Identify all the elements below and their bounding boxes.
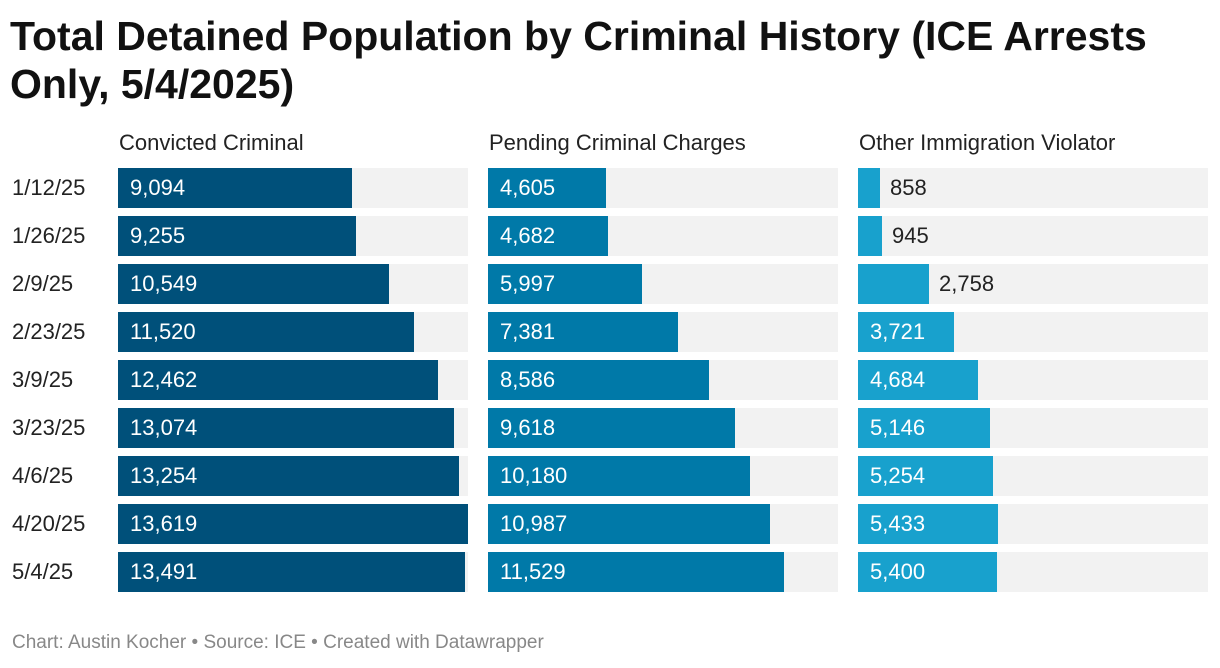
bar-track: 9,618 xyxy=(488,408,838,448)
bar xyxy=(488,504,770,544)
bar xyxy=(488,360,709,400)
bar xyxy=(488,216,608,256)
bar-track: 3,721 xyxy=(858,312,1208,352)
bar xyxy=(118,552,465,592)
row-label: 4/6/25 xyxy=(12,463,74,488)
bar-track: 5,146 xyxy=(858,408,1208,448)
bar-track: 5,254 xyxy=(858,456,1208,496)
bar-track: 11,529 xyxy=(488,552,838,592)
bar-value-label: 4,605 xyxy=(500,175,556,200)
bar xyxy=(488,168,606,208)
bar-value-label: 4,682 xyxy=(500,223,556,248)
bar-value-label: 9,255 xyxy=(130,223,186,248)
bar-track: 13,074 xyxy=(118,408,468,448)
bar-track: 12,462 xyxy=(118,360,468,400)
bar-track: 5,400 xyxy=(858,552,1208,592)
bar xyxy=(488,264,642,304)
bar-track: 13,491 xyxy=(118,552,468,592)
bar-track: 2,758 xyxy=(858,264,1208,304)
bar-track: 10,180 xyxy=(488,456,838,496)
bar-track: 8,586 xyxy=(488,360,838,400)
bar-value-label: 2,758 xyxy=(939,271,995,296)
bar-track: 945 xyxy=(858,216,1208,256)
bar xyxy=(488,312,678,352)
bar-track: 4,605 xyxy=(488,168,838,208)
bar-value-label: 945 xyxy=(892,223,929,248)
bar-value-label: 3,721 xyxy=(870,319,926,344)
bar-value-label: 858 xyxy=(890,175,927,200)
bar-track: 4,682 xyxy=(488,216,838,256)
bar-track: 5,997 xyxy=(488,264,838,304)
bar xyxy=(858,504,998,544)
bar-track: 10,987 xyxy=(488,504,838,544)
row-label: 1/12/25 xyxy=(12,175,86,200)
bar xyxy=(488,552,784,592)
bar-value-label: 5,254 xyxy=(870,463,926,488)
bar-value-label: 5,400 xyxy=(870,559,926,584)
panel-title: Other Immigration Violator xyxy=(859,130,1116,155)
bar-value-label: 7,381 xyxy=(500,319,556,344)
bar xyxy=(118,456,459,496)
bar-value-label: 13,619 xyxy=(130,511,198,536)
panel-title: Pending Criminal Charges xyxy=(489,130,746,155)
row-label: 3/23/25 xyxy=(12,415,86,440)
bar-value-label: 12,462 xyxy=(130,367,198,392)
bar xyxy=(858,552,997,592)
row-label: 4/20/25 xyxy=(12,511,86,536)
bar-value-label: 13,254 xyxy=(130,463,198,488)
bar xyxy=(858,168,880,208)
bar-track: 4,684 xyxy=(858,360,1208,400)
bar-value-label: 5,997 xyxy=(500,271,556,296)
bar xyxy=(118,360,438,400)
bar-value-label: 5,433 xyxy=(870,511,926,536)
bar xyxy=(118,408,454,448)
bar-value-label: 11,520 xyxy=(130,319,196,344)
bar xyxy=(488,408,735,448)
bar xyxy=(858,216,882,256)
bar xyxy=(858,360,978,400)
bar-value-label: 10,180 xyxy=(500,463,568,488)
bar-value-label: 10,549 xyxy=(130,271,198,296)
bar xyxy=(858,312,954,352)
bar-track: 13,254 xyxy=(118,456,468,496)
bar-track: 11,520 xyxy=(118,312,468,352)
chart-title: Total Detained Population by Criminal Hi… xyxy=(10,13,1147,107)
bar-track: 13,619 xyxy=(118,504,468,544)
row-label: 2/23/25 xyxy=(12,319,86,344)
panel-title: Convicted Criminal xyxy=(119,130,304,155)
bar xyxy=(858,264,929,304)
bar-value-label: 8,586 xyxy=(500,367,556,392)
bar-track: 7,381 xyxy=(488,312,838,352)
chart-footer: Chart: Austin Kocher • Source: ICE • Cre… xyxy=(12,632,544,653)
bar-value-label: 4,684 xyxy=(870,367,926,392)
row-label: 1/26/25 xyxy=(12,223,86,248)
bar-value-label: 13,074 xyxy=(130,415,198,440)
bar-value-label: 10,987 xyxy=(500,511,568,536)
bar-track: 9,255 xyxy=(118,216,468,256)
row-label: 2/9/25 xyxy=(12,271,74,296)
bar-value-label: 13,491 xyxy=(130,559,198,584)
bar xyxy=(118,504,468,544)
row-label: 3/9/25 xyxy=(12,367,74,392)
bar-track: 9,094 xyxy=(118,168,468,208)
bar-track: 5,433 xyxy=(858,504,1208,544)
bar xyxy=(118,168,352,208)
bar xyxy=(488,456,750,496)
bar-value-label: 5,146 xyxy=(870,415,926,440)
bar-track: 858 xyxy=(858,168,1208,208)
bar-value-label: 9,094 xyxy=(130,175,186,200)
bar xyxy=(858,456,993,496)
bar-track: 10,549 xyxy=(118,264,468,304)
bar xyxy=(118,312,414,352)
bar xyxy=(858,408,990,448)
bar-value-label: 9,618 xyxy=(500,415,556,440)
bar xyxy=(118,264,389,304)
bar xyxy=(118,216,356,256)
row-label: 5/4/25 xyxy=(12,559,74,584)
bar-value-label: 11,529 xyxy=(500,559,566,584)
